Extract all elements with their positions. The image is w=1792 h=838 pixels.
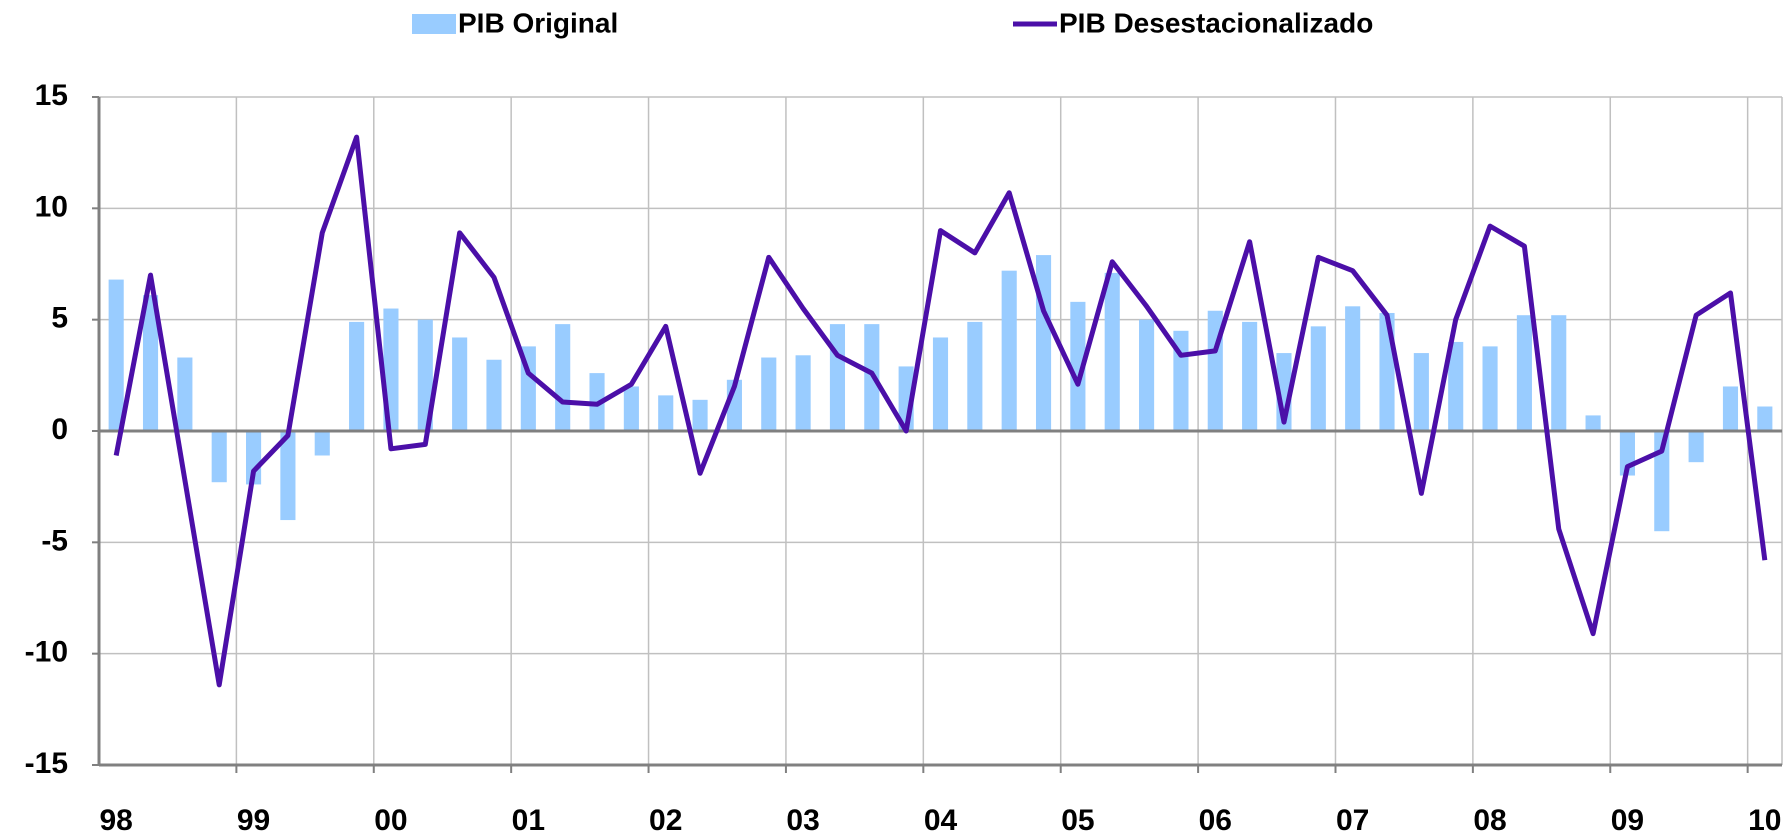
bar [761,357,777,431]
bar [246,431,262,485]
bar [1654,431,1670,532]
bar [211,431,227,483]
x-tick-label: 03 [786,804,819,837]
bar [280,431,296,521]
bar [1001,270,1017,431]
x-tick-label: 01 [512,804,545,837]
bar [1757,406,1773,431]
x-tick-label: 08 [1473,804,1506,837]
bar [142,295,159,431]
bar [486,359,502,431]
bar [623,386,639,431]
y-tick-label: -5 [41,524,68,557]
bar [314,431,330,456]
bar [932,337,949,431]
bar [1139,319,1155,431]
bar [1242,321,1258,431]
bar [795,355,811,431]
bar [1448,341,1464,431]
bar [1310,326,1326,431]
bar [1035,255,1052,431]
bar [1482,346,1498,431]
bar [692,399,708,431]
bar [1516,315,1532,431]
bar [1345,306,1361,431]
y-tick-label: -15 [25,747,68,780]
y-tick-label: 15 [35,79,68,112]
bar [1585,415,1601,431]
y-tick-label: 5 [51,302,68,335]
legend-label: PIB Original [458,7,618,38]
bar [967,321,983,431]
x-tick-label: 05 [1061,804,1094,837]
bar [1551,315,1567,431]
bar [658,395,674,431]
y-tick-label: 0 [51,413,68,446]
bar [1722,386,1739,431]
x-tick-label: 00 [374,804,407,837]
x-tick-label: 98 [99,804,132,837]
line [113,134,1768,688]
bar [1413,353,1429,431]
bar [829,324,846,431]
x-tick-label: 06 [1199,804,1232,837]
x-tick-label: 09 [1611,804,1644,837]
bar [349,321,365,431]
y-tick-label: 10 [35,190,68,223]
bar [1104,272,1120,431]
x-tick-label: 07 [1336,804,1369,837]
bar [417,319,433,431]
bar [555,324,571,431]
x-tick-label: 99 [237,804,270,837]
x-tick-label: 02 [649,804,682,837]
bar [177,357,193,431]
x-tick-label: 04 [924,804,958,837]
x-tick-label: 10 [1748,804,1781,837]
y-tick-label: -10 [25,636,68,669]
legend-label: PIB Desestacionalizado [1059,7,1373,38]
bar [108,279,124,431]
bar [1070,301,1086,431]
legend-swatch [412,14,456,34]
bar [452,337,468,431]
bar [1688,431,1704,463]
